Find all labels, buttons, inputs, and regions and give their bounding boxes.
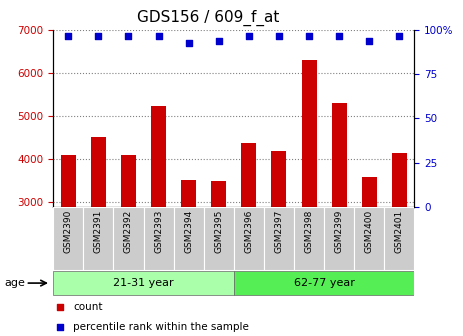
Point <box>395 33 403 38</box>
Text: GSM2399: GSM2399 <box>335 210 344 253</box>
Bar <box>324 207 354 270</box>
Point <box>185 40 193 45</box>
Text: GSM2394: GSM2394 <box>184 210 193 253</box>
Bar <box>234 271 414 295</box>
Text: 21-31 year: 21-31 year <box>113 278 174 288</box>
Bar <box>392 153 407 207</box>
Bar <box>61 155 76 207</box>
Point <box>366 38 373 44</box>
Bar <box>234 207 264 270</box>
Text: GSM2392: GSM2392 <box>124 210 133 253</box>
Text: GSM2401: GSM2401 <box>395 210 404 253</box>
Point <box>57 325 64 330</box>
Text: GSM2398: GSM2398 <box>305 210 313 253</box>
Text: GSM2390: GSM2390 <box>64 210 73 253</box>
Point <box>95 33 102 38</box>
Bar <box>354 207 384 270</box>
Point <box>336 33 343 38</box>
Point <box>57 304 64 310</box>
Text: percentile rank within the sample: percentile rank within the sample <box>73 322 249 332</box>
Point <box>306 33 313 38</box>
Bar <box>294 207 324 270</box>
Bar <box>113 207 144 270</box>
Bar <box>174 207 204 270</box>
Bar <box>271 151 287 207</box>
Bar <box>53 271 234 295</box>
Point <box>275 33 282 38</box>
Bar <box>121 156 136 207</box>
Bar <box>181 180 196 207</box>
Point <box>155 33 163 38</box>
Bar <box>301 60 317 207</box>
Bar <box>83 207 113 270</box>
Text: age: age <box>5 278 25 288</box>
Text: GSM2391: GSM2391 <box>94 210 103 253</box>
Bar <box>53 207 83 270</box>
Text: GDS156 / 609_f_at: GDS156 / 609_f_at <box>137 10 280 26</box>
Point <box>245 33 253 38</box>
Bar <box>204 207 234 270</box>
Bar <box>264 207 294 270</box>
Point <box>65 33 72 38</box>
Point <box>215 38 223 44</box>
Text: 62-77 year: 62-77 year <box>294 278 355 288</box>
Text: GSM2400: GSM2400 <box>365 210 374 253</box>
Bar <box>91 136 106 207</box>
Text: count: count <box>73 302 103 312</box>
Bar <box>384 207 414 270</box>
Bar <box>151 107 166 207</box>
Text: GSM2395: GSM2395 <box>214 210 223 253</box>
Bar <box>332 102 347 207</box>
Point <box>125 33 132 38</box>
Text: GSM2393: GSM2393 <box>154 210 163 253</box>
Bar <box>144 207 174 270</box>
Text: GSM2397: GSM2397 <box>275 210 283 253</box>
Bar <box>211 181 226 207</box>
Bar <box>362 177 377 207</box>
Bar <box>241 143 257 207</box>
Text: GSM2396: GSM2396 <box>244 210 253 253</box>
